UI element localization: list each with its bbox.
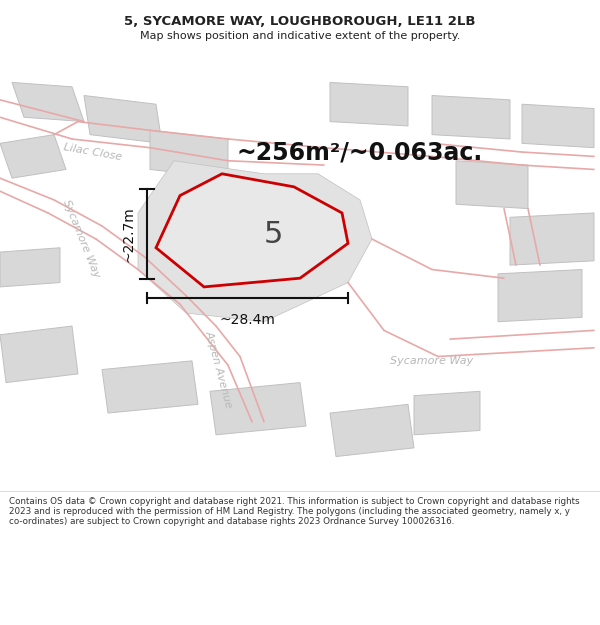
Polygon shape — [12, 82, 84, 122]
Polygon shape — [0, 326, 78, 382]
Polygon shape — [0, 134, 66, 178]
Polygon shape — [432, 96, 510, 139]
Text: ~28.4m: ~28.4m — [220, 313, 275, 327]
Text: ~256m²/~0.063ac.: ~256m²/~0.063ac. — [237, 140, 483, 164]
Polygon shape — [522, 104, 594, 148]
Text: Sycamore Way: Sycamore Way — [61, 199, 101, 279]
Text: 5, SYCAMORE WAY, LOUGHBOROUGH, LE11 2LB: 5, SYCAMORE WAY, LOUGHBOROUGH, LE11 2LB — [124, 14, 476, 28]
Text: 5: 5 — [263, 220, 283, 249]
Text: Lilac Close: Lilac Close — [63, 142, 123, 162]
Text: Sycamore Way: Sycamore Way — [391, 356, 473, 366]
Polygon shape — [156, 174, 348, 287]
Polygon shape — [210, 382, 306, 435]
Polygon shape — [138, 161, 372, 322]
Text: Contains OS data © Crown copyright and database right 2021. This information is : Contains OS data © Crown copyright and d… — [9, 497, 580, 526]
Polygon shape — [0, 248, 60, 287]
Polygon shape — [330, 82, 408, 126]
Text: Aspen Avenue: Aspen Avenue — [204, 329, 234, 409]
Text: Map shows position and indicative extent of the property.: Map shows position and indicative extent… — [140, 31, 460, 41]
Polygon shape — [102, 361, 198, 413]
Polygon shape — [498, 269, 582, 322]
Polygon shape — [456, 161, 528, 209]
Polygon shape — [84, 96, 162, 143]
Polygon shape — [510, 213, 594, 265]
Text: ~22.7m: ~22.7m — [122, 206, 136, 262]
Polygon shape — [330, 404, 414, 456]
Polygon shape — [414, 391, 480, 435]
Polygon shape — [150, 130, 228, 178]
